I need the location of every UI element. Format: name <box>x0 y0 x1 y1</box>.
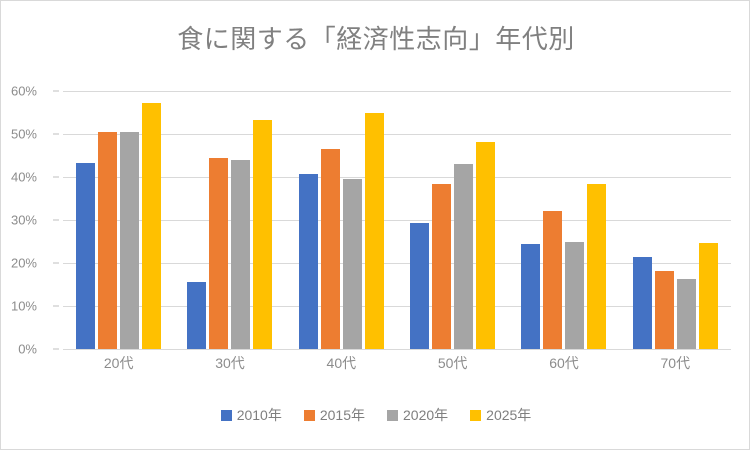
bar[interactable] <box>698 242 718 349</box>
bar[interactable] <box>320 149 340 349</box>
bar[interactable] <box>454 164 474 349</box>
bar[interactable] <box>654 271 674 349</box>
bar[interactable] <box>142 103 162 349</box>
legend-swatch-icon <box>470 409 482 421</box>
chart-title: 食に関する「経済性志向」年代別 <box>177 24 575 54</box>
bar[interactable] <box>410 222 430 349</box>
gridline-50 <box>63 134 731 135</box>
y-axis-tick-mark <box>53 219 59 221</box>
y-axis-tick-mark <box>53 305 59 307</box>
gridline-20 <box>63 263 731 264</box>
bar-group <box>397 91 508 349</box>
bar[interactable] <box>209 157 229 349</box>
bar[interactable] <box>187 281 207 349</box>
bar[interactable] <box>342 179 362 349</box>
x-axis: 20代 30代 40代 50代 60代 70代 <box>63 353 731 373</box>
bar[interactable] <box>565 241 585 349</box>
bar[interactable] <box>364 113 384 349</box>
gridline-60 <box>63 91 731 92</box>
y-axis-tick-label: 40% <box>10 169 37 185</box>
legend-item[interactable]: 2020年 <box>387 405 448 425</box>
legend-label: 2010年 <box>236 407 282 423</box>
legend-label: 2025年 <box>486 407 532 423</box>
y-axis-tick-mark <box>53 176 59 178</box>
plot-area <box>63 91 731 350</box>
bar[interactable] <box>76 163 96 349</box>
x-axis-tick-label: 40代 <box>326 355 357 371</box>
bar[interactable] <box>231 159 251 349</box>
y-axis-tick-mark <box>53 90 59 92</box>
bar[interactable] <box>476 141 496 349</box>
y-axis-tick-mark <box>53 262 59 264</box>
legend-item[interactable]: 2025年 <box>470 405 531 425</box>
bar-group <box>63 91 174 349</box>
y-axis-tick-label: 60% <box>10 83 37 99</box>
y-axis-tick-label: 50% <box>10 126 37 142</box>
bar[interactable] <box>432 183 452 349</box>
bar[interactable] <box>632 257 652 349</box>
bar-group <box>620 91 731 349</box>
legend-label: 2020年 <box>403 407 449 423</box>
y-axis-tick-mark <box>53 133 59 135</box>
y-axis-tick-label: 10% <box>10 298 37 314</box>
bar[interactable] <box>521 243 541 349</box>
gridline-10 <box>63 306 731 307</box>
chart-legend: 2010年 2015年 2020年 2025年 <box>1 405 751 425</box>
gridline-40 <box>63 177 731 178</box>
x-axis-tick-label: 30代 <box>215 355 245 371</box>
gridline-0 <box>63 349 731 350</box>
y-axis-tick-mark <box>53 348 59 350</box>
gridline-30 <box>63 220 731 221</box>
bar[interactable] <box>120 131 140 349</box>
legend-item[interactable]: 2015年 <box>303 405 365 425</box>
bar[interactable] <box>298 174 318 349</box>
bar-group <box>508 91 619 349</box>
legend-swatch-icon <box>303 409 315 421</box>
y-axis: 0% 10% 20% 30% 40% 50% 60% <box>1 84 59 357</box>
y-axis-tick-label: 0% <box>18 341 37 357</box>
bar[interactable] <box>98 131 118 349</box>
y-axis-tick-label: 20% <box>10 255 37 271</box>
x-axis-tick-label: 50代 <box>437 355 468 371</box>
x-axis-tick-label: 70代 <box>660 355 691 371</box>
bar[interactable] <box>587 183 607 349</box>
legend-item[interactable]: 2010年 <box>220 405 282 425</box>
bar-group <box>286 91 397 349</box>
legend-label: 2015年 <box>319 407 365 423</box>
bars-layer <box>63 91 731 349</box>
legend-swatch-icon <box>220 409 232 421</box>
bar[interactable] <box>676 279 696 349</box>
legend-swatch-icon <box>387 409 398 421</box>
bar[interactable] <box>543 210 563 349</box>
bar-group <box>174 91 285 349</box>
x-axis-tick-label: 20代 <box>103 355 134 371</box>
bar[interactable] <box>253 119 273 349</box>
y-axis-tick-label: 30% <box>10 212 37 228</box>
x-axis-tick-label: 60代 <box>549 355 579 371</box>
